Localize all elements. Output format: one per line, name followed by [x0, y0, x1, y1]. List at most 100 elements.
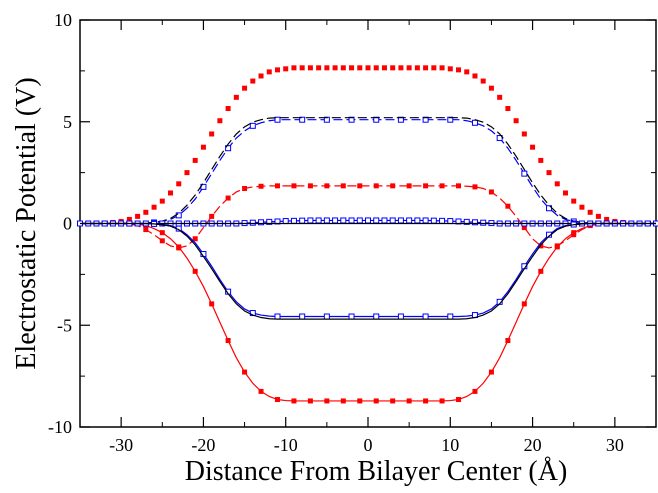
data-point [151, 204, 157, 210]
data-point [250, 78, 256, 84]
series-5 [80, 117, 656, 225]
x-tick-label: -30 [109, 435, 133, 455]
data-point [225, 338, 231, 344]
data-point [397, 313, 404, 320]
data-point [587, 209, 593, 215]
data-point [373, 183, 379, 189]
data-point [143, 209, 149, 215]
data-point [497, 94, 503, 100]
data-point [242, 186, 248, 191]
data-point [406, 183, 412, 189]
data-point [521, 301, 527, 307]
data-point [192, 236, 198, 242]
data-point [290, 217, 297, 224]
data-point [447, 313, 454, 320]
data-point [390, 183, 396, 189]
data-point [463, 218, 470, 225]
data-point [373, 65, 379, 71]
data-point [299, 65, 305, 71]
data-point [439, 65, 445, 71]
x-tick-label: -20 [191, 435, 215, 455]
data-point [406, 65, 412, 71]
data-point [554, 244, 560, 250]
data-point [373, 398, 379, 404]
data-point [249, 219, 256, 226]
data-point [225, 195, 231, 201]
data-point [431, 65, 437, 71]
data-point [143, 227, 149, 233]
data-point [390, 65, 396, 71]
data-point [184, 170, 190, 176]
data-point [340, 217, 347, 224]
data-point [249, 122, 256, 129]
data-point [340, 183, 346, 189]
data-point [562, 190, 568, 196]
data-point [258, 219, 265, 226]
data-point [521, 225, 527, 231]
data-point [439, 217, 446, 224]
data-point [274, 397, 280, 403]
data-point [521, 170, 528, 177]
data-point [192, 268, 198, 274]
x-tick-label: 30 [606, 435, 624, 455]
data-point [406, 398, 412, 404]
data-point [447, 218, 454, 225]
data-point [340, 65, 346, 71]
data-point [381, 217, 388, 224]
data-point [456, 397, 462, 403]
data-point [291, 65, 297, 71]
data-point [316, 65, 322, 71]
data-point [299, 313, 306, 320]
data-point [315, 217, 322, 224]
data-point [176, 181, 182, 187]
data-point [282, 218, 289, 225]
series-line [80, 119, 656, 225]
data-point [332, 65, 338, 71]
data-point [299, 116, 306, 123]
data-point [398, 65, 404, 71]
data-point [348, 313, 355, 320]
data-point [357, 398, 363, 404]
data-point [423, 65, 429, 71]
data-point [258, 183, 264, 189]
data-point [324, 65, 330, 71]
y-tick-label: 5 [63, 112, 72, 132]
data-point [471, 219, 478, 226]
data-point [225, 106, 231, 112]
data-point [538, 157, 544, 163]
data-point [291, 183, 297, 189]
data-point [356, 217, 363, 224]
data-point [283, 66, 289, 72]
data-point [447, 66, 453, 72]
data-point [571, 230, 577, 236]
data-point [200, 144, 206, 150]
axis-ticks [79, 19, 657, 428]
data-point [266, 69, 272, 75]
data-point [258, 73, 264, 79]
y-tick-label: 10 [54, 10, 72, 30]
data-point [505, 106, 511, 112]
y-tick-label: 0 [63, 214, 72, 234]
data-point [595, 213, 601, 219]
data-point [357, 65, 363, 71]
data-point [505, 338, 511, 344]
y-tick-label: -10 [48, 417, 72, 437]
series-9 [80, 222, 656, 320]
data-point [357, 183, 363, 189]
data-point [299, 217, 306, 224]
data-point [521, 131, 527, 137]
data-point [414, 65, 420, 71]
series-layer [77, 65, 658, 404]
data-point [274, 67, 280, 73]
data-point [439, 183, 445, 189]
data-point [159, 238, 165, 244]
data-point [604, 216, 610, 222]
data-point [242, 369, 248, 375]
x-tick-label: 10 [441, 435, 459, 455]
data-point [439, 398, 445, 404]
data-point [472, 184, 478, 190]
x-tick-label: 0 [364, 435, 373, 455]
x-tick-label: 20 [524, 435, 542, 455]
y-axis-title: Electrostatic Potential (V) [11, 77, 42, 369]
data-point [554, 181, 560, 187]
